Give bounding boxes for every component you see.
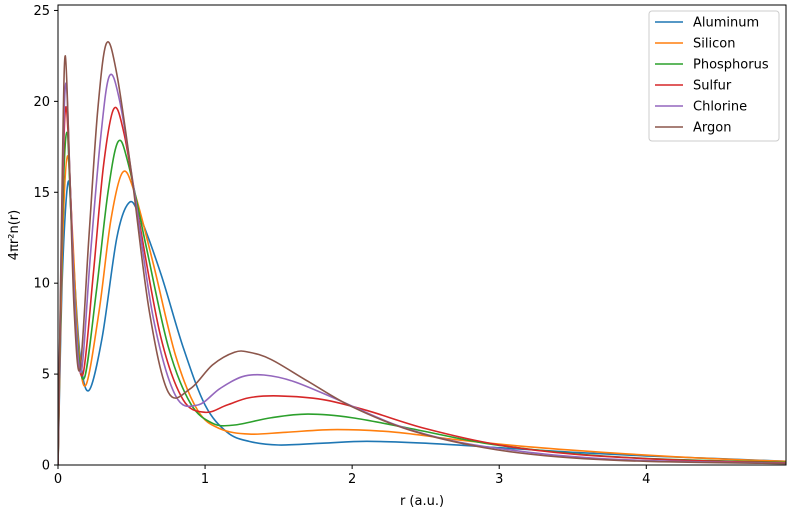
y-tick-label: 25 bbox=[33, 4, 50, 19]
legend-label-sulfur: Sulfur bbox=[693, 79, 732, 94]
series-line-silicon bbox=[58, 155, 786, 465]
legend-label-silicon: Silicon bbox=[693, 37, 735, 52]
x-tick-label: 4 bbox=[642, 472, 650, 487]
series-line-phosphorus bbox=[58, 131, 786, 465]
series-line-sulfur bbox=[58, 106, 786, 465]
y-axis-label: 4πr²n(r) bbox=[7, 210, 22, 260]
x-tick-label: 2 bbox=[348, 472, 356, 487]
legend-label-phosphorus: Phosphorus bbox=[693, 58, 769, 73]
x-tick-label: 1 bbox=[201, 472, 209, 487]
series-line-argon bbox=[58, 41, 786, 465]
x-tick-label: 3 bbox=[495, 472, 503, 487]
plot-frame bbox=[57, 4, 787, 466]
y-tick-label: 20 bbox=[33, 95, 50, 110]
y-axis-ticks: 0 5 10 15 20 25 bbox=[33, 4, 58, 474]
y-tick-label: 0 bbox=[42, 459, 50, 474]
legend-label-chlorine: Chlorine bbox=[693, 100, 747, 115]
y-tick-label: 10 bbox=[33, 277, 50, 292]
x-axis-ticks: 0 1 2 3 4 bbox=[54, 465, 650, 487]
x-axis-label: r (a.u.) bbox=[400, 494, 444, 509]
legend: Aluminum Silicon Phosphorus Sulfur Chlorine A… bbox=[648, 10, 780, 142]
legend-label-argon: Argon bbox=[693, 121, 731, 136]
y-tick-label: 15 bbox=[33, 186, 50, 201]
x-tick-label: 0 bbox=[54, 472, 62, 487]
series-layer bbox=[58, 41, 786, 465]
legend-label-aluminum: Aluminum bbox=[693, 16, 759, 31]
y-tick-label: 5 bbox=[42, 368, 50, 383]
